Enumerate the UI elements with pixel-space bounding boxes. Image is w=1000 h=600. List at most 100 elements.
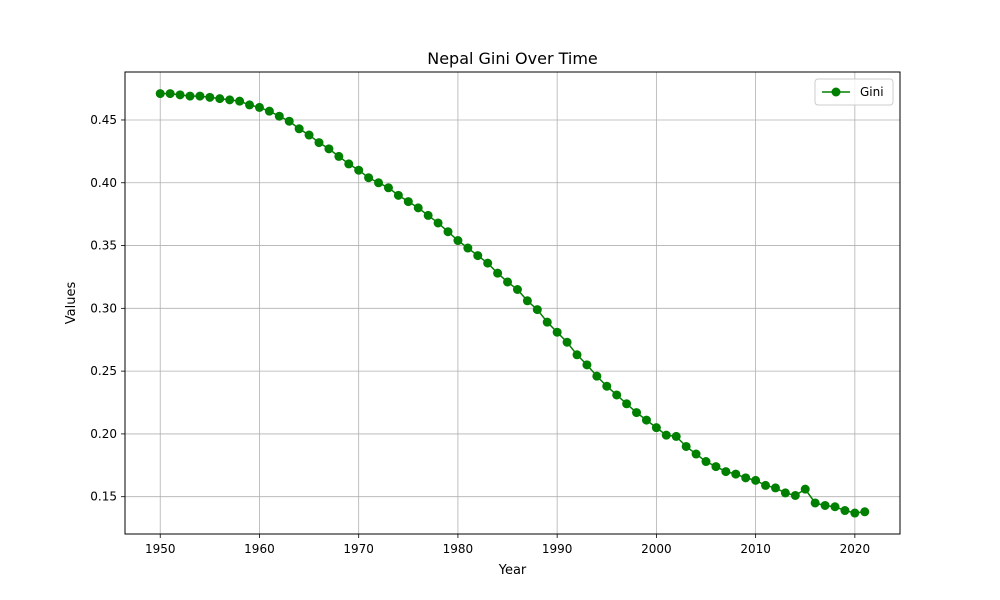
y-tick-label: 0.30 [90,301,117,315]
plot-frame [124,71,901,535]
data-point [205,92,215,102]
x-tick-label: 2020 [840,542,871,556]
data-point [522,296,532,306]
data-point [681,441,691,451]
data-point [592,371,602,381]
legend-box [814,78,894,106]
x-tick-label: 2000 [641,542,672,556]
legend: Gini [814,78,894,106]
chart-title: Nepal Gini Over Time [427,49,598,68]
data-point [701,457,711,467]
y-tick-label: 0.25 [90,364,117,378]
data-point [284,116,294,126]
y-tick-label: 0.15 [90,490,117,504]
data-point [443,227,453,237]
data-point [721,467,731,477]
data-point [711,462,721,472]
data-point [850,508,860,518]
data-point [334,151,344,161]
data-point [463,243,473,253]
data-point [741,473,751,483]
data-point [661,430,671,440]
y-tick-label: 0.40 [90,176,117,190]
data-point [761,480,771,490]
data-point [691,449,701,459]
data-point [225,95,235,105]
data-point [433,218,443,228]
data-point [860,507,870,517]
data-point [245,100,255,110]
data-point [304,130,314,140]
data-point [542,317,552,327]
data-point [602,381,612,391]
x-tick-label: 1990 [542,542,573,556]
legend-label-gini: Gini [860,85,884,99]
x-axis-label: Year [498,563,527,578]
y-tick-label: 0.20 [90,427,117,441]
y-tick-label: 0.35 [90,239,117,253]
data-point [185,91,195,101]
x-tick-label: 1950 [145,542,176,556]
data-point [641,415,651,425]
y-axis-label: Values [64,282,79,325]
data-point [731,469,741,479]
legend-marker-swatch [831,87,841,97]
data-point [403,197,413,207]
data-point [354,165,364,175]
data-point [830,502,840,512]
data-point [483,258,493,268]
data-point [383,183,393,193]
data-point [393,190,403,200]
data-point [572,350,582,360]
data-point [800,484,810,494]
data-point [215,94,225,104]
data-point [175,90,185,100]
data-point [671,431,681,441]
data-point [780,488,790,498]
data-point [324,144,334,154]
data-point [473,251,483,261]
data-point [493,268,503,278]
data-point [264,106,274,116]
x-tick-label: 1980 [443,542,474,556]
grid-lines [125,72,900,534]
data-point [622,399,632,409]
data-point [552,327,562,337]
data-point [651,423,661,433]
x-tick-label: 1960 [244,542,275,556]
tick-layer: 1950 1960 1970 1980 1990 2000 2010 2020 0.15 0.20… [90,113,870,556]
data-point [532,305,542,315]
data-point [562,337,572,347]
data-point [503,277,513,287]
data-point [235,96,245,106]
data-point [770,483,780,493]
data-point [840,506,850,516]
data-point [512,285,522,295]
data-point [820,500,830,510]
data-point [254,102,264,112]
data-point [612,390,622,400]
data-point [751,475,761,485]
data-point [453,236,463,246]
data-point [413,203,423,213]
data-point [810,498,820,508]
x-tick-label: 2010 [740,542,771,556]
series-layer [155,89,870,518]
data-point [423,210,433,220]
x-tick-label: 1970 [343,542,374,556]
data-point [344,159,354,169]
data-point [274,111,284,121]
data-point [582,360,592,370]
data-point [165,89,175,99]
data-point [632,408,642,418]
data-point [294,124,304,134]
y-tick-label: 0.45 [90,113,117,127]
data-point [364,173,374,183]
data-point [790,490,800,500]
data-point [374,178,384,188]
data-point [155,89,165,99]
data-point [195,91,205,101]
data-point [314,138,324,148]
